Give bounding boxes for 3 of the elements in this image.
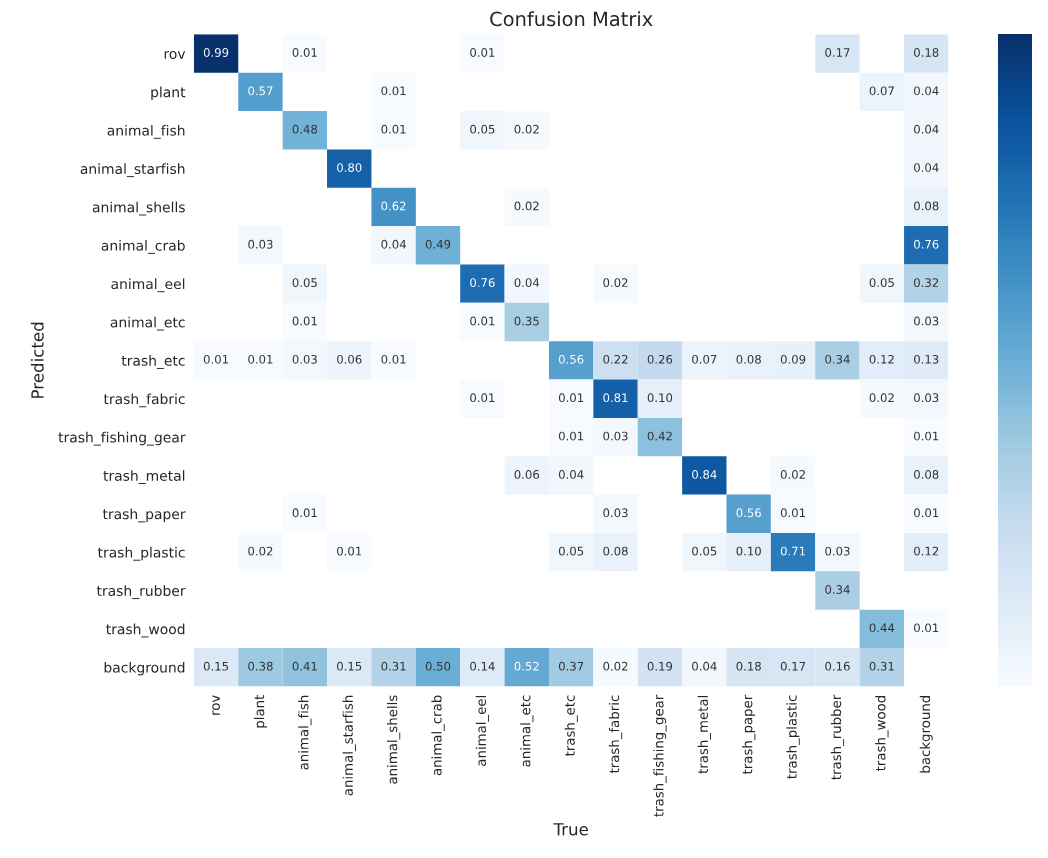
y-axis-title: Predicted xyxy=(30,322,44,398)
chart-title: Confusion Matrix xyxy=(490,11,653,27)
x-axis-title: True xyxy=(553,823,588,836)
